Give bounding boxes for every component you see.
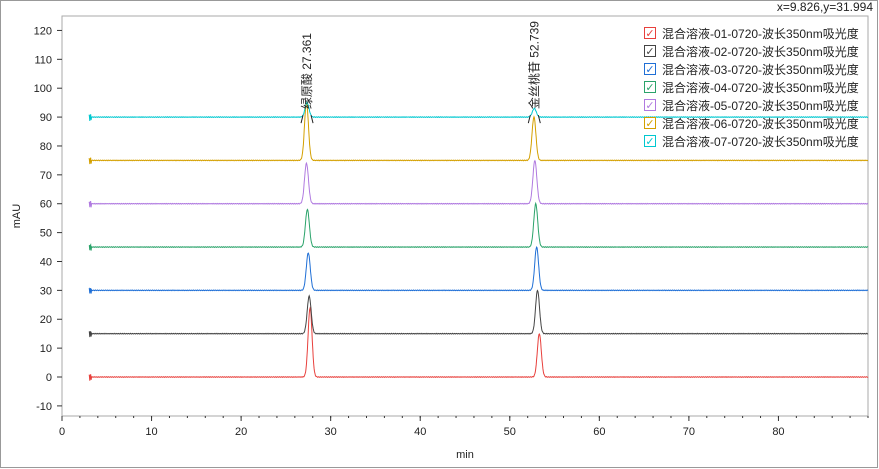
legend-item-5[interactable]: ✓ 混合溶液-05-0720-波长350nm吸光度 <box>644 96 859 114</box>
peak-marker <box>527 114 541 124</box>
y-tick-label: 100 <box>34 83 52 95</box>
series-line-7 <box>88 101 869 121</box>
y-tick-label: 70 <box>40 170 52 182</box>
legend-item-1[interactable]: ✓ 混合溶液-01-0720-波长350nm吸光度 <box>644 24 859 42</box>
x-tick-label: 60 <box>593 426 605 438</box>
series-line-2 <box>88 289 869 338</box>
plot-area <box>61 15 869 417</box>
y-tick-label: 20 <box>40 314 52 326</box>
checkbox-icon[interactable]: ✓ <box>644 81 656 94</box>
checkbox-icon[interactable]: ✓ <box>644 99 656 112</box>
legend-label: 混合溶液-06-0720-波长350nm吸光度 <box>662 116 859 131</box>
x-tick-label: 80 <box>772 426 784 438</box>
checkbox-icon[interactable]: ✓ <box>644 63 656 76</box>
checkbox-icon[interactable]: ✓ <box>644 45 656 58</box>
legend-label: 混合溶液-04-0720-波长350nm吸光度 <box>662 80 859 95</box>
legend-item-6[interactable]: ✓ 混合溶液-06-0720-波长350nm吸光度 <box>644 114 859 132</box>
series-line-3 <box>88 245 869 294</box>
x-axis-label: min <box>456 449 474 461</box>
legend-item-2[interactable]: ✓ 混合溶液-02-0720-波长350nm吸光度 <box>644 42 859 60</box>
series-line-4 <box>88 201 869 251</box>
y-tick-label: 0 <box>46 372 52 384</box>
x-tick-label: 20 <box>235 426 247 438</box>
peak-marker <box>300 114 314 124</box>
x-tick-label: 10 <box>145 426 157 438</box>
legend-label: 混合溶液-03-0720-波长350nm吸光度 <box>662 62 859 77</box>
y-tick-label: 120 <box>34 25 52 37</box>
y-tick-label: 30 <box>40 285 52 297</box>
coordinate-readout: x=9.826,y=31.994 <box>776 0 873 14</box>
y-tick-label: 10 <box>40 343 52 355</box>
checkbox-icon[interactable]: ✓ <box>644 135 656 148</box>
x-tick-label: 0 <box>59 426 65 438</box>
x-tick-label: 40 <box>414 426 426 438</box>
legend-item-7[interactable]: ✓ 混合溶液-07-0720-波长350nm吸光度 <box>644 132 859 150</box>
series-line-6 <box>88 102 869 165</box>
legend-label: 混合溶液-02-0720-波长350nm吸光度 <box>662 44 859 59</box>
x-tick-label: 70 <box>683 426 695 438</box>
y-tick-label: 90 <box>40 112 52 124</box>
x-tick-label: 50 <box>504 426 516 438</box>
legend-label: 混合溶液-07-0720-波长350nm吸光度 <box>662 134 859 149</box>
x-tick-label: 30 <box>325 426 337 438</box>
y-axis-label: mAU <box>11 204 23 229</box>
checkbox-icon[interactable]: ✓ <box>644 27 656 40</box>
y-tick-label: 110 <box>34 54 52 66</box>
legend-item-3[interactable]: ✓ 混合溶液-03-0720-波长350nm吸光度 <box>644 60 859 78</box>
series-line-5 <box>88 159 869 208</box>
legend-label: 混合溶液-01-0720-波长350nm吸光度 <box>662 26 859 41</box>
legend-item-4[interactable]: ✓ 混合溶液-04-0720-波长350nm吸光度 <box>644 78 859 96</box>
y-tick-label: 60 <box>40 199 52 211</box>
y-tick-label: 40 <box>40 256 52 268</box>
checkbox-icon[interactable]: ✓ <box>644 117 656 130</box>
y-tick-label: 50 <box>40 228 52 240</box>
peak-label: 金丝桃苷 52.739 <box>526 21 541 109</box>
legend-label: 混合溶液-05-0720-波长350nm吸光度 <box>662 98 859 113</box>
y-tick-label: 80 <box>40 141 52 153</box>
series-line-1 <box>88 306 869 381</box>
peak-label: 绿原酸 27.361 <box>299 33 314 109</box>
y-tick-label: -10 <box>36 401 52 413</box>
legend: ✓ 混合溶液-01-0720-波长350nm吸光度 ✓ 混合溶液-02-0720-波长… <box>644 24 859 150</box>
